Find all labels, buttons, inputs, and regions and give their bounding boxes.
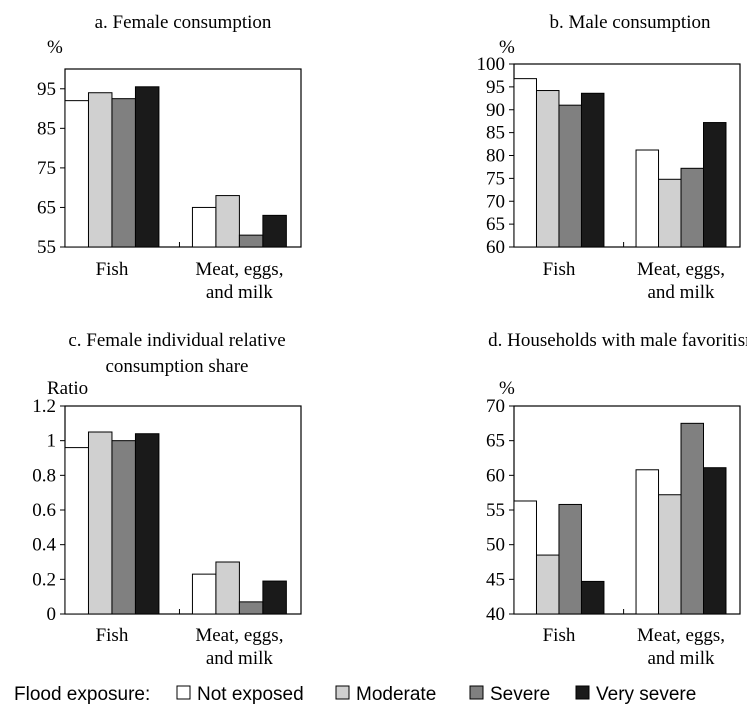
x-category-label: Fish (96, 259, 129, 280)
y-tick-label: 55 (486, 500, 505, 521)
legend-swatch (176, 685, 191, 700)
chart-panel-4: d. Households with male favoritism% 40 45 5… (486, 330, 747, 669)
x-category-label: Fish (543, 259, 576, 280)
y-tick-label: 0.6 (32, 500, 56, 521)
y-tick-label: 0.8 (32, 465, 56, 486)
y-tick-label: 1 (47, 431, 57, 452)
bar-very-severe (262, 214, 287, 248)
bar-not-exposed (191, 206, 217, 248)
legend-swatch (469, 685, 484, 700)
legend-item-label: Very severe (596, 684, 696, 705)
bar-moderate (87, 92, 113, 248)
chart-title: consumption share (105, 356, 248, 377)
chart-title: c. Female individual relative (68, 330, 285, 351)
bar-very-severe (580, 580, 605, 615)
bar-moderate (535, 90, 560, 248)
y-tick-label: 65 (486, 431, 505, 452)
y-axis-unit-label: % (499, 378, 515, 399)
legend-label: Flood exposure: (14, 684, 150, 705)
x-category-label: Meat, eggs, (637, 259, 725, 280)
x-category-label: and milk (206, 648, 274, 669)
bar-not-exposed (635, 149, 660, 248)
legend: Flood exposure: Not exposed Moderate Severe… (14, 684, 696, 705)
y-axis-unit-label: % (499, 37, 515, 58)
bar-severe (680, 167, 705, 248)
bar-not-exposed (513, 500, 537, 615)
bar-not-exposed (635, 469, 660, 615)
bar-moderate (215, 561, 240, 615)
bar-severe (680, 422, 705, 615)
bar-very-severe (703, 122, 727, 248)
bar-very-severe (580, 92, 605, 248)
y-tick-label: 75 (486, 168, 505, 189)
y-tick-label: 70 (486, 191, 505, 212)
y-tick-label: 60 (486, 237, 505, 258)
bar-severe (238, 601, 264, 615)
y-tick-label: 55 (37, 237, 56, 258)
y-tick-label: 0.2 (32, 569, 56, 590)
x-category-label: and milk (206, 282, 274, 303)
bar-not-exposed (191, 573, 217, 615)
y-tick-label: 95 (486, 77, 505, 98)
bar-moderate (658, 178, 682, 248)
legend-swatch (575, 685, 590, 700)
x-category-label: Meat, eggs, (637, 625, 725, 646)
bar-severe (111, 98, 136, 248)
bar-not-exposed (513, 78, 537, 248)
chart-title: b. Male consumption (550, 12, 711, 33)
chart-title: a. Female consumption (95, 12, 272, 33)
x-category-label: Fish (96, 625, 129, 646)
legend-item-label: Not exposed (197, 684, 304, 705)
y-tick-label: 85 (486, 123, 505, 144)
legend-swatch (335, 685, 350, 700)
x-category-label: Meat, eggs, (195, 259, 283, 280)
y-tick-label: 60 (486, 465, 505, 486)
bar-very-severe (134, 86, 160, 248)
legend-item-label: Moderate (356, 684, 436, 705)
bar-not-exposed (64, 100, 89, 248)
bar-severe (238, 234, 264, 248)
bar-moderate (658, 494, 682, 615)
bar-very-severe (262, 580, 287, 615)
y-tick-label: 0.4 (32, 535, 56, 556)
y-tick-label: 75 (37, 158, 56, 179)
y-tick-label: 70 (486, 396, 505, 417)
chart-panel-3: c. Female individual relative consumption… (32, 330, 302, 669)
y-tick-label: 80 (486, 146, 505, 167)
bar-very-severe (703, 467, 727, 615)
bar-moderate (215, 195, 240, 248)
y-tick-label: 85 (37, 118, 56, 139)
y-tick-label: 1.2 (32, 396, 56, 417)
y-tick-label: 90 (486, 100, 505, 121)
x-category-label: Fish (543, 625, 576, 646)
bar-not-exposed (64, 447, 89, 615)
chart-panel-1: a. Female consumption% 55 65 75 85 95 Fish Meat… (37, 12, 302, 303)
chart-title: d. Households with male favoritism (488, 330, 747, 351)
y-axis-unit-label: Ratio (47, 378, 88, 399)
x-category-label: and milk (647, 282, 715, 303)
y-tick-label: 40 (486, 604, 505, 625)
y-tick-label: 65 (486, 214, 505, 235)
bar-moderate (535, 554, 560, 615)
legend-item-label: Severe (490, 684, 550, 705)
y-tick-label: 65 (37, 197, 56, 218)
bar-severe (558, 104, 582, 248)
bar-severe (558, 503, 582, 615)
x-category-label: and milk (647, 648, 715, 669)
x-category-label: Meat, eggs, (195, 625, 283, 646)
bar-severe (111, 440, 136, 615)
y-tick-label: 50 (486, 535, 505, 556)
bar-moderate (87, 431, 113, 615)
y-tick-label: 95 (37, 79, 56, 100)
y-tick-label: 100 (477, 54, 506, 75)
y-tick-label: 0 (47, 604, 57, 625)
y-tick-label: 45 (486, 569, 505, 590)
y-axis-unit-label: % (47, 37, 63, 58)
bar-very-severe (134, 433, 160, 615)
